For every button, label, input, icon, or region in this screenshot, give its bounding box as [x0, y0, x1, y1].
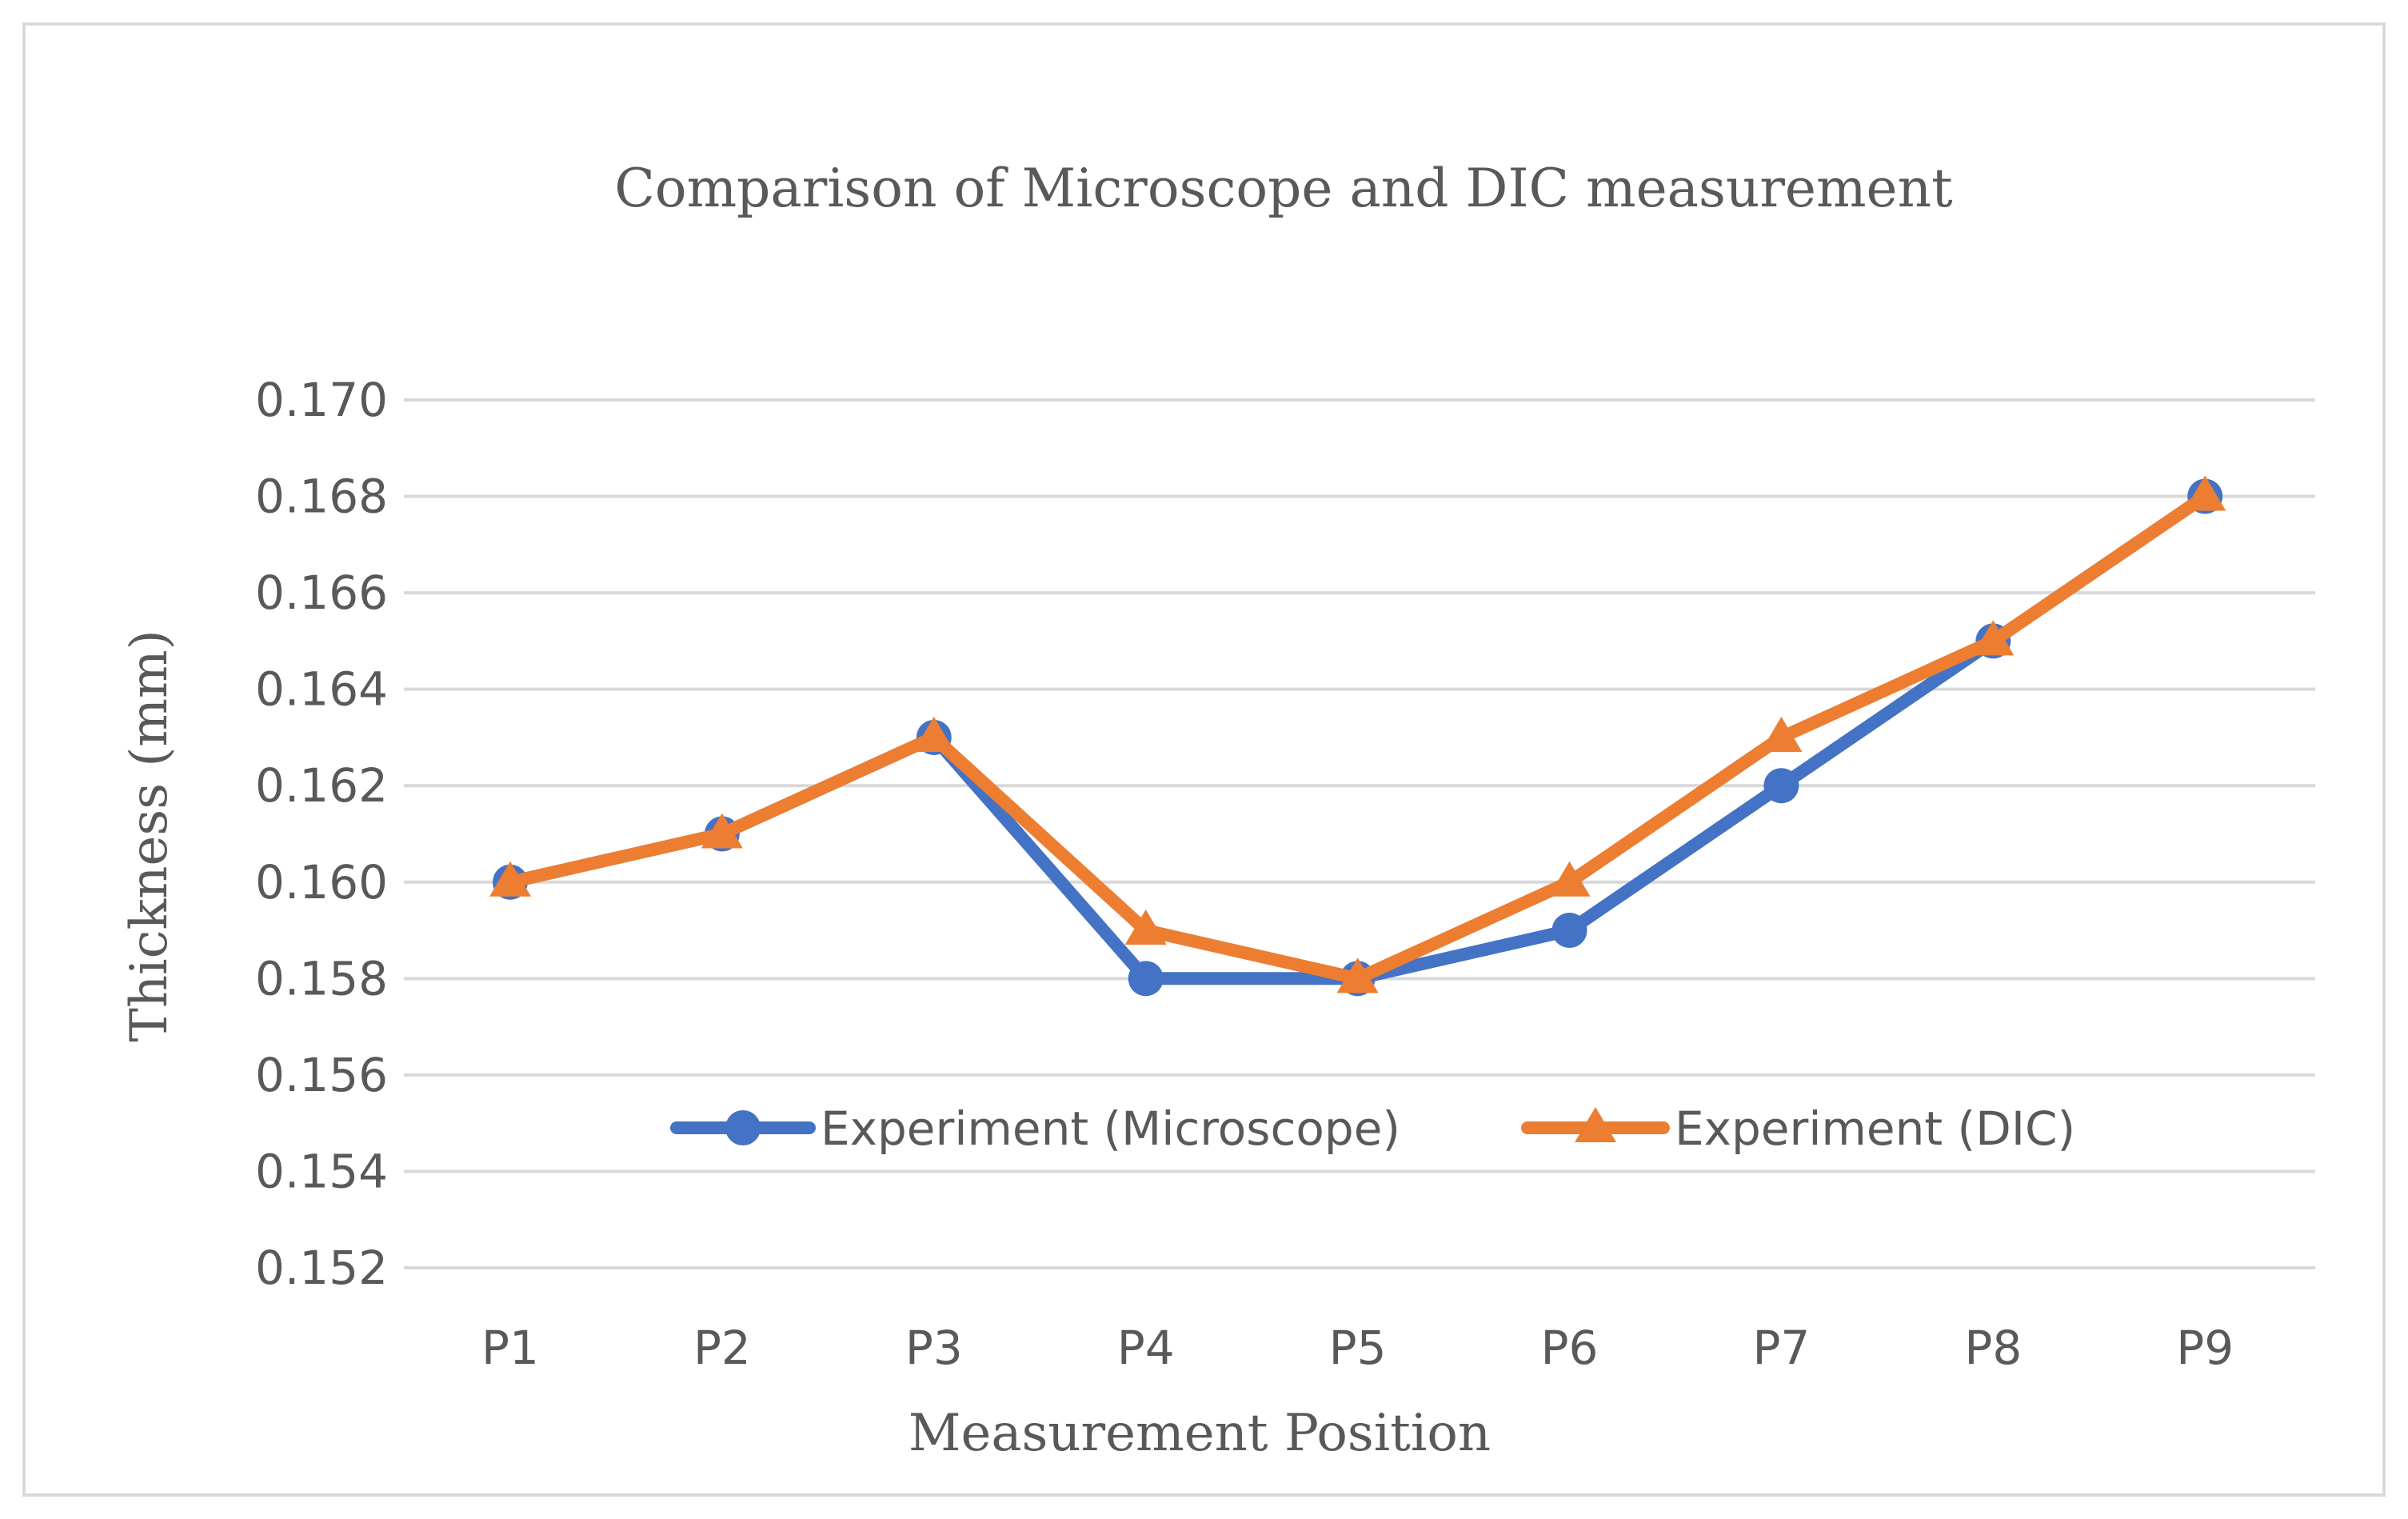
data-point-dic — [1124, 909, 1167, 945]
data-point-microscope — [1763, 768, 1799, 804]
data-point-dic — [1760, 716, 1803, 752]
x-tick-label: P2 — [693, 1321, 751, 1375]
x-tick-label: P7 — [1752, 1321, 1810, 1375]
data-point-dic — [1972, 620, 2015, 656]
x-tick-label: P6 — [1541, 1321, 1599, 1375]
legend-marker-dic — [1575, 1107, 1616, 1142]
legend: Experiment (Microscope) Experiment (DIC) — [670, 1101, 2075, 1156]
data-point-dic — [1336, 957, 1379, 993]
data-point-microscope — [1551, 913, 1587, 949]
y-axis-title: Thickness (mm) — [120, 630, 179, 1041]
y-tick-label: 0.162 — [255, 758, 388, 813]
chart-frame — [22, 22, 2386, 1497]
legend-item-microscope: Experiment (Microscope) — [670, 1101, 1400, 1156]
y-tick-label: 0.156 — [255, 1048, 388, 1102]
y-tick-label: 0.164 — [255, 662, 388, 717]
series-microscope — [493, 478, 2223, 997]
x-tick-label: P8 — [1964, 1321, 2022, 1375]
x-tick-label: P9 — [2176, 1321, 2234, 1375]
data-point-dic — [2184, 475, 2226, 511]
x-tick-label: P1 — [481, 1321, 539, 1375]
x-tick-label: P5 — [1329, 1321, 1387, 1375]
x-axis-title: Measurement Position — [908, 1404, 1491, 1463]
series-line-dic — [504, 490, 2212, 985]
data-point-dic — [1548, 861, 1591, 897]
series-line-microscope — [504, 490, 2212, 985]
series-dic — [489, 475, 2226, 993]
data-point-dic — [912, 716, 955, 752]
chart-title: Comparison of Microscope and DIC measure… — [614, 158, 1952, 219]
x-axis-ticks: P1 P2 P3 P4 P5 P6 P7 P8 P9 — [481, 1321, 2234, 1375]
data-point-dic — [489, 861, 531, 897]
y-tick-label: 0.154 — [255, 1144, 388, 1198]
data-point-microscope — [1128, 961, 1164, 997]
y-tick-label: 0.160 — [255, 855, 388, 909]
y-tick-label: 0.170 — [255, 373, 388, 427]
y-axis-ticks: 0.152 0.154 0.156 0.158 0.160 0.162 0.164 0.166… — [255, 373, 388, 1295]
series-layer — [489, 475, 2226, 997]
y-tick-label: 0.158 — [255, 951, 388, 1005]
legend-item-dic: Experiment (DIC) — [1521, 1101, 2075, 1156]
x-tick-label: P3 — [905, 1321, 963, 1375]
legend-label-dic: Experiment (DIC) — [1675, 1101, 2075, 1156]
data-point-dic — [701, 813, 743, 849]
gridlines — [404, 398, 2315, 1269]
y-tick-label: 0.168 — [255, 470, 388, 524]
x-tick-label: P4 — [1117, 1321, 1175, 1375]
legend-marker-microscope — [725, 1110, 761, 1145]
y-tick-label: 0.166 — [255, 566, 388, 620]
y-tick-label: 0.152 — [255, 1241, 388, 1295]
legend-label-microscope: Experiment (Microscope) — [821, 1101, 1400, 1156]
